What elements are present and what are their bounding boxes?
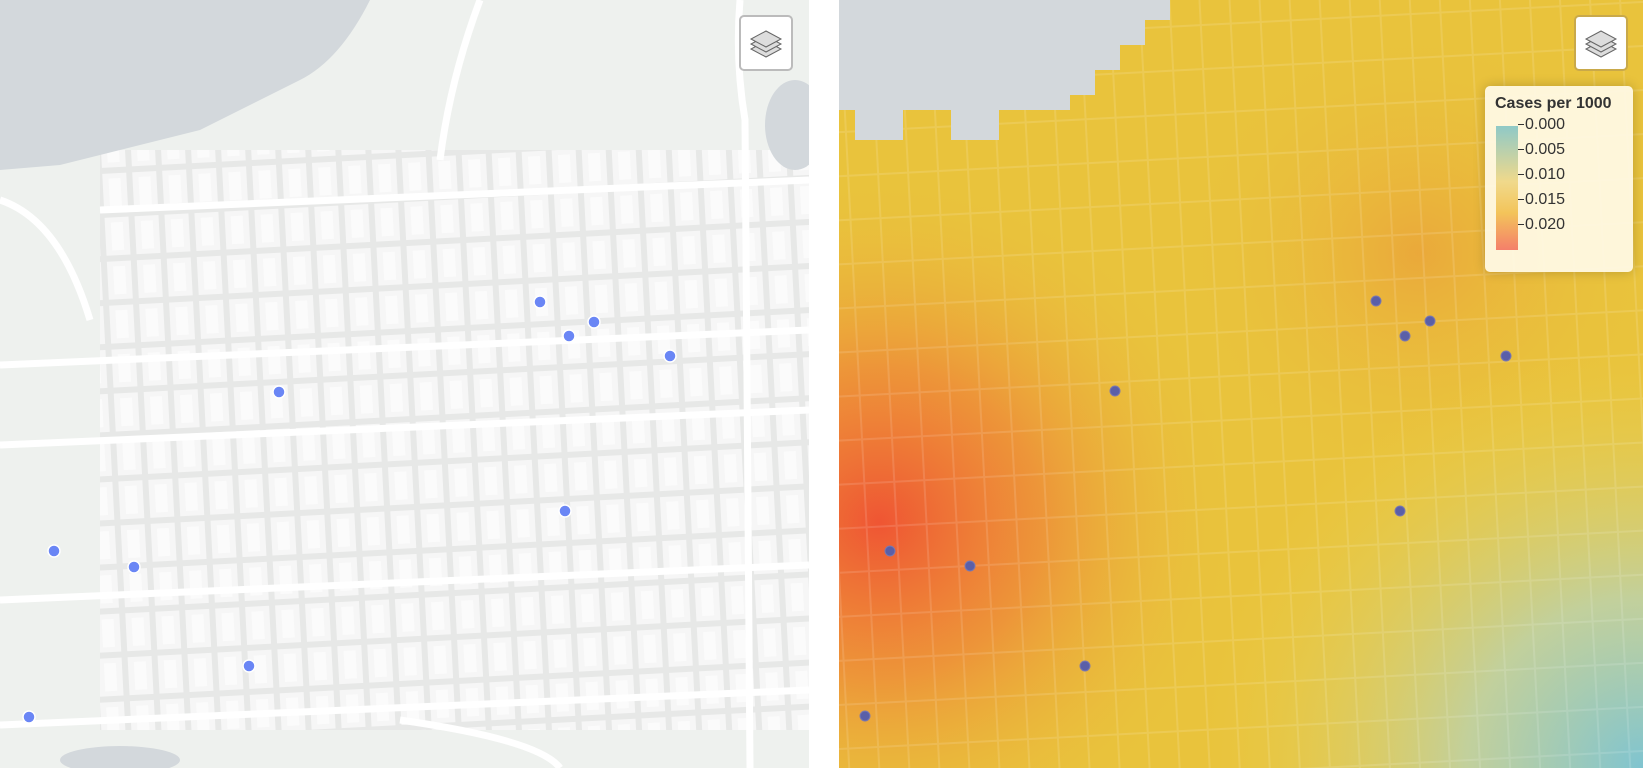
case-point[interactable] [1399, 330, 1411, 342]
water [765, 80, 809, 170]
layers-button[interactable] [739, 15, 793, 71]
case-point[interactable] [1394, 505, 1406, 517]
case-point[interactable] [1109, 385, 1121, 397]
legend-label: 0.020 [1518, 216, 1565, 234]
case-point[interactable] [562, 329, 576, 343]
points [859, 295, 1512, 722]
blocks [100, 150, 809, 730]
legend-tick [1518, 199, 1524, 201]
legend-tick [1518, 224, 1524, 226]
case-point[interactable] [47, 544, 61, 558]
case-point[interactable] [558, 504, 572, 518]
heatmap-map[interactable]: Cases per 1000 0.000 0.005 0.010 0.015 0.020 [839, 0, 1643, 768]
legend-tick [1518, 149, 1524, 151]
case-point[interactable] [884, 545, 896, 557]
legend-tick [1518, 124, 1524, 126]
case-point[interactable] [533, 295, 547, 309]
case-point[interactable] [663, 349, 677, 363]
case-point[interactable] [272, 385, 286, 399]
case-point[interactable] [1370, 295, 1382, 307]
water [839, 0, 1170, 140]
points [22, 295, 677, 724]
street-map [0, 0, 809, 768]
case-point[interactable] [964, 560, 976, 572]
base-map[interactable] [0, 0, 809, 768]
layers-button[interactable] [1574, 15, 1628, 71]
case-point[interactable] [242, 659, 256, 673]
case-point[interactable] [1500, 350, 1512, 362]
layers-icon [749, 30, 783, 58]
case-point[interactable] [587, 315, 601, 329]
legend-label: 0.015 [1518, 191, 1565, 209]
case-point[interactable] [1424, 315, 1436, 327]
case-point[interactable] [859, 710, 871, 722]
case-point[interactable] [22, 710, 36, 724]
legend-tick [1518, 174, 1524, 176]
legend-label: 0.000 [1518, 116, 1565, 134]
water [0, 0, 370, 170]
legend-title: Cases per 1000 [1495, 95, 1612, 112]
case-point[interactable] [127, 560, 141, 574]
case-point[interactable] [1079, 660, 1091, 672]
legend-label: 0.010 [1518, 166, 1565, 184]
water [60, 746, 180, 768]
legend-label: 0.005 [1518, 141, 1565, 159]
color-bar [1496, 126, 1518, 250]
layers-icon [1584, 30, 1618, 58]
legend: Cases per 1000 0.000 0.005 0.010 0.015 0.020 [1485, 86, 1633, 272]
heatmap [839, 0, 1643, 768]
